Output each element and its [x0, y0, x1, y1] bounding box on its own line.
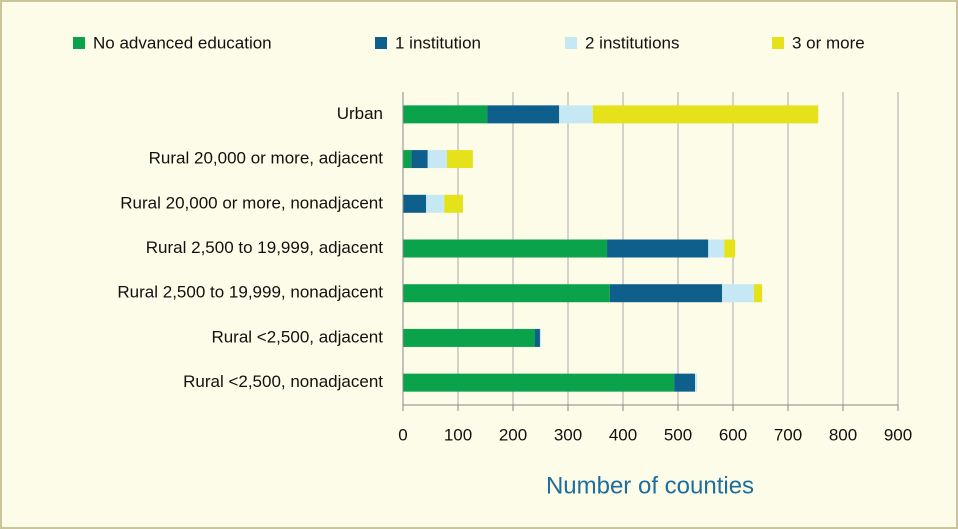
- x-axis-title: Number of counties: [546, 472, 754, 499]
- x-tick-label: 900: [884, 425, 912, 444]
- bar-segment: [403, 105, 488, 124]
- bar-segment: [722, 284, 754, 303]
- legend-label: 3 or more: [792, 33, 865, 52]
- y-tick-label: Rural 20,000 or more, adjacent: [149, 149, 384, 168]
- y-tick-label: Rural <2,500, adjacent: [211, 327, 383, 346]
- bar-segment: [403, 194, 427, 213]
- bar-segment: [444, 194, 463, 213]
- legend-swatch: [565, 37, 577, 49]
- bar-segment: [411, 150, 428, 169]
- bar-segment: [535, 328, 540, 347]
- bar-segment: [403, 328, 535, 347]
- bar-segment: [403, 284, 610, 303]
- bar-segment: [592, 105, 819, 124]
- legend-swatch: [375, 37, 387, 49]
- bar-segment: [426, 194, 445, 213]
- bar-segment: [674, 373, 696, 392]
- legend-label: 2 institutions: [585, 33, 680, 52]
- bar-segment: [559, 105, 593, 124]
- y-tick-label: Rural 20,000 or more, nonadjacent: [120, 193, 383, 212]
- legend-swatch: [772, 37, 784, 49]
- bar-segment: [695, 373, 698, 392]
- x-tick-label: 0: [398, 425, 407, 444]
- bar-segment: [403, 239, 608, 258]
- y-tick-label: Urban: [337, 104, 383, 123]
- y-tick-label: Rural 2,500 to 19,999, adjacent: [146, 238, 384, 257]
- bar-segment: [403, 373, 675, 392]
- bar-segment: [539, 328, 542, 347]
- x-tick-label: 100: [444, 425, 472, 444]
- bar-segment: [724, 239, 736, 258]
- x-tick-label: 300: [554, 425, 582, 444]
- bar-segment: [753, 284, 763, 303]
- legend-swatch: [73, 37, 85, 49]
- bar-segment: [609, 284, 722, 303]
- x-tick-label: 200: [499, 425, 527, 444]
- y-tick-label: Rural 2,500 to 19,999, nonadjacent: [117, 283, 383, 302]
- bar-segment: [607, 239, 709, 258]
- x-tick-label: 500: [664, 425, 692, 444]
- bar-segment: [403, 150, 412, 169]
- bar-segment: [427, 150, 447, 169]
- legend-label: No advanced education: [93, 33, 272, 52]
- x-tick-label: 800: [829, 425, 857, 444]
- bar-segment: [708, 239, 725, 258]
- legend-label: 1 institution: [395, 33, 481, 52]
- y-tick-label: Rural <2,500, nonadjacent: [183, 372, 383, 391]
- bar-segment: [487, 105, 560, 124]
- x-tick-label: 400: [609, 425, 637, 444]
- bar-segment: [447, 150, 473, 169]
- x-tick-label: 600: [719, 425, 747, 444]
- x-tick-label: 700: [774, 425, 802, 444]
